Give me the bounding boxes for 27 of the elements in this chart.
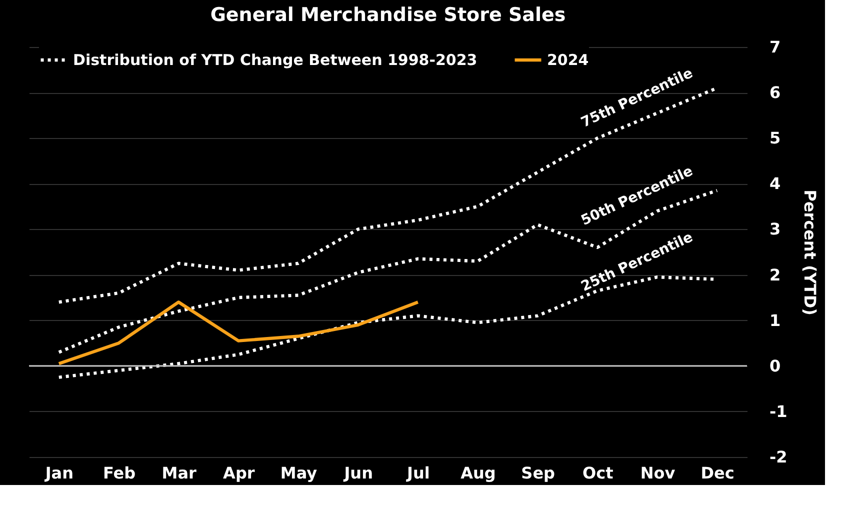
- chart-title: General Merchandise Store Sales: [210, 4, 566, 26]
- y-axis-title: Percent (YTD): [800, 190, 820, 316]
- y-tick-label: 0: [770, 356, 781, 376]
- x-tick-label: Jul: [406, 464, 430, 482]
- line-series: [57, 300, 420, 366]
- x-tick-label: Dec: [700, 464, 734, 482]
- y-tick-label: 4: [770, 174, 781, 194]
- y-tick-label: 1: [770, 310, 781, 330]
- x-tick-label: Feb: [102, 464, 136, 482]
- x-tick-label: May: [280, 464, 318, 482]
- x-tick-label: Oct: [582, 464, 614, 482]
- y-tick-label: 5: [770, 128, 781, 148]
- x-tick-label: Jun: [343, 464, 373, 482]
- x-tick-label: Nov: [640, 464, 676, 482]
- y-tick-label: 6: [770, 83, 781, 102]
- legend-label: Distribution of YTD Change Between 1998-2023: [73, 51, 478, 69]
- legend-label: 2024: [547, 51, 589, 69]
- y-tick-label: -2: [770, 448, 788, 466]
- x-tick-label: Aug: [460, 464, 496, 482]
- y-tick-label: 2: [770, 265, 781, 284]
- x-tick-label: Apr: [223, 464, 255, 482]
- x-tick-label: Jan: [44, 464, 74, 482]
- x-tick-label: Mar: [162, 464, 196, 482]
- x-tick-label: Sep: [521, 464, 555, 482]
- y-tick-label: -1: [770, 402, 788, 421]
- y-tick-label: 7: [770, 38, 781, 56]
- y-tick-label: 3: [770, 220, 781, 239]
